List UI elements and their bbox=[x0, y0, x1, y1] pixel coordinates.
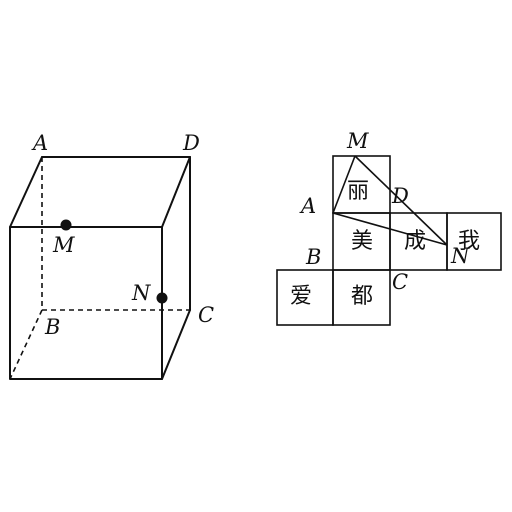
net-face-mei: 美 bbox=[351, 229, 373, 254]
cube-edge-top-right bbox=[161, 156, 191, 228]
cube-hidden-edge-bottom-left bbox=[9, 309, 43, 380]
cube-point-M bbox=[60, 219, 72, 231]
cube-label-D: D bbox=[182, 131, 200, 155]
cube-label-B: B bbox=[44, 315, 60, 339]
net-label-N: N bbox=[450, 244, 470, 268]
net-face-ai: 爱 bbox=[290, 284, 312, 309]
net-figure: 丽 美 成 我 爱 都 M A D B C N bbox=[276, 129, 502, 326]
net-label-C: C bbox=[392, 270, 408, 294]
net-square-du bbox=[332, 269, 391, 326]
cube-label-N: N bbox=[131, 281, 151, 305]
net-face-du: 都 bbox=[351, 284, 373, 309]
net-label-M: M bbox=[346, 129, 369, 153]
cube-edge-bottom-right bbox=[161, 309, 191, 380]
net-face-cheng: 成 bbox=[404, 229, 426, 254]
cube-point-N bbox=[156, 292, 168, 304]
cube-edge-top-left bbox=[9, 156, 43, 228]
net-label-B: B bbox=[305, 245, 321, 269]
net-segment-MA bbox=[332, 155, 356, 214]
net-face-wo: 我 bbox=[458, 229, 480, 254]
cube-label-C: C bbox=[198, 303, 214, 327]
cube-label-M: M bbox=[52, 233, 75, 257]
net-segment-MN bbox=[354, 155, 448, 246]
cube-label-A: A bbox=[31, 131, 48, 155]
net-segment-AN bbox=[332, 212, 448, 246]
net-face-li: 丽 bbox=[347, 179, 369, 204]
cube-figure: A D M N B C bbox=[9, 131, 214, 380]
net-label-A: A bbox=[299, 194, 316, 218]
net-label-D: D bbox=[391, 184, 409, 208]
net-square-wo bbox=[446, 212, 502, 271]
